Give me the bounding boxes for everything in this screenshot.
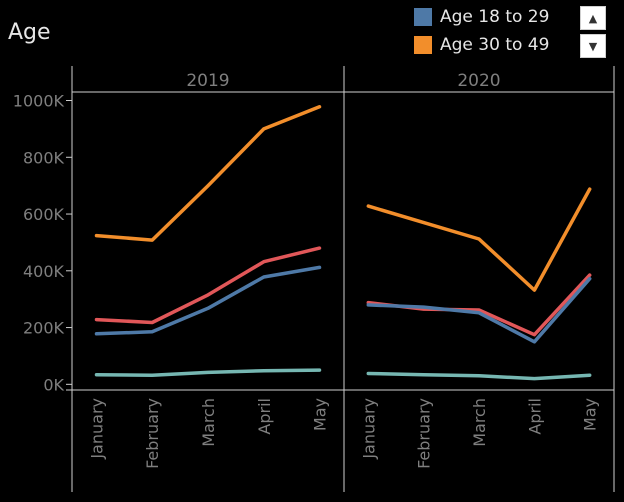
legend-swatch-age-18-29	[414, 8, 432, 26]
legend-label: Age 30 to 49	[440, 35, 550, 55]
series-line-3-2020	[366, 371, 592, 381]
legend-item-age-18-29[interactable]: Age 18 to 29	[414, 6, 549, 28]
panel-header-2019: 2019	[186, 71, 229, 91]
y-tick-label: 600K	[23, 205, 65, 224]
chevron-up-icon: ▲	[588, 11, 598, 25]
x-tick-label: January	[87, 398, 106, 460]
legend-item-age-30-49[interactable]: Age 30 to 49	[414, 34, 549, 56]
x-tick-label: March	[199, 398, 218, 447]
series-line-1-2019	[94, 246, 322, 325]
legend: Age 18 to 29 Age 30 to 49 ▲ ▼	[414, 6, 614, 60]
x-tick-label: January	[359, 398, 378, 460]
chart-title: Age	[8, 20, 51, 45]
series-line-3-2019	[94, 368, 322, 377]
chart-axes: 2019 2020 0K 200K 400K 600K 800K 1000K January Fe…	[13, 66, 615, 492]
y-tick-label: 200K	[23, 319, 65, 338]
chevron-down-icon: ▼	[588, 39, 598, 53]
y-tick-label: 400K	[23, 262, 65, 281]
panel-header-2020: 2020	[457, 71, 500, 91]
series-line-2-2019	[94, 265, 322, 336]
series-line-0-2019	[94, 105, 322, 242]
x-tick-label: May	[581, 398, 600, 431]
legend-label: Age 18 to 29	[440, 7, 550, 27]
legend-scroll-up-button[interactable]: ▲	[580, 6, 606, 30]
y-tick-label: 0K	[43, 375, 64, 394]
x-tick-label: March	[470, 398, 489, 447]
chart-plot-area	[94, 105, 592, 381]
series-line-2-2020	[366, 276, 592, 344]
x-tick-label: February	[143, 398, 162, 469]
legend-scroll-down-button[interactable]: ▼	[580, 34, 606, 58]
x-tick-label: May	[311, 398, 330, 431]
series-line-0-2020	[366, 187, 592, 292]
x-tick-label: April	[525, 398, 544, 435]
x-tick-label: April	[255, 398, 274, 435]
y-tick-label: 800K	[23, 148, 65, 167]
y-tick-label: 1000K	[13, 92, 65, 111]
legend-swatch-age-30-49	[414, 36, 432, 54]
x-tick-label: February	[415, 398, 434, 469]
